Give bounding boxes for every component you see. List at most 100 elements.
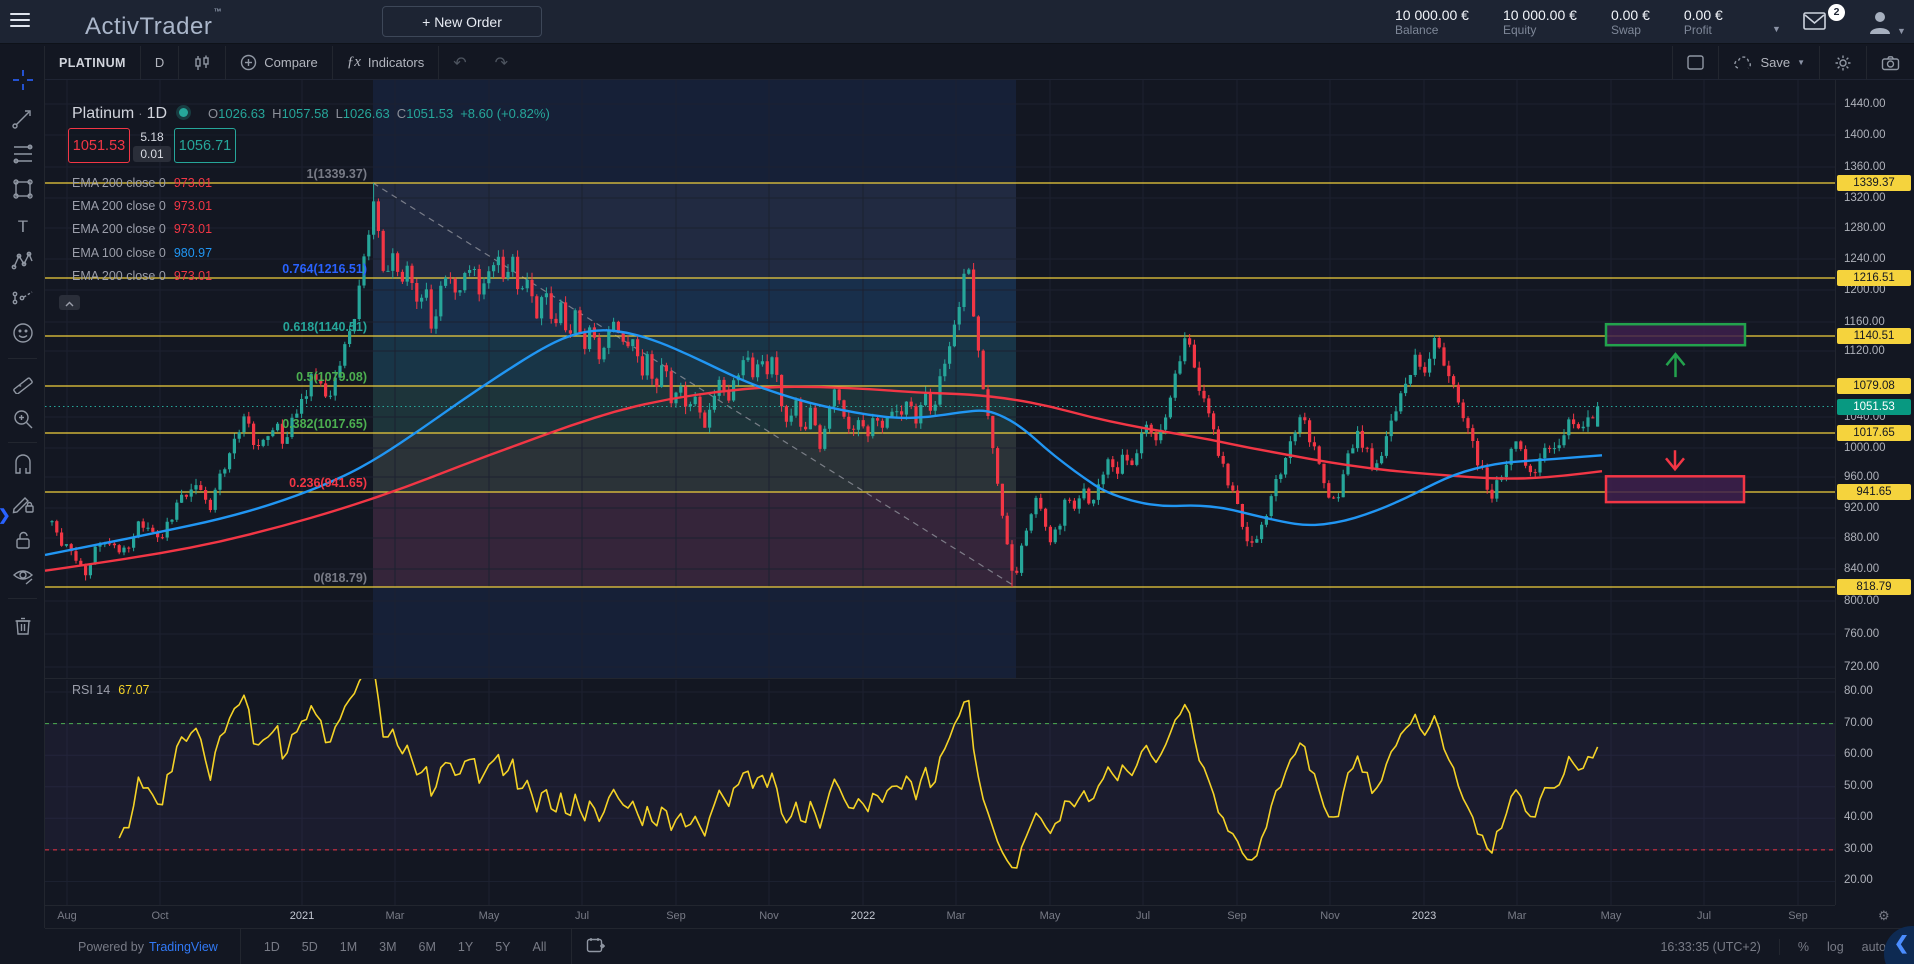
fib-price-tag: 818.79	[1837, 579, 1911, 595]
range-button-1y[interactable]: 1Y	[457, 939, 474, 954]
indicator-row[interactable]: EMA 200 close 0 973.01	[72, 268, 213, 283]
toolbar-separator	[8, 442, 37, 443]
app-logo: ActivTrader™	[85, 7, 222, 40]
price-tick: 1400.00	[1844, 129, 1886, 141]
range-button-6m[interactable]: 6M	[418, 939, 436, 954]
avatar[interactable]	[1866, 8, 1894, 36]
range-button-all[interactable]: All	[532, 939, 547, 954]
go-to-date-button[interactable]	[586, 937, 606, 956]
drawing-mode-icon[interactable]	[11, 491, 35, 515]
scale-controls: 16:33:35 (UTC+2) % log auto	[1660, 938, 1914, 955]
trend-line-icon[interactable]	[11, 106, 35, 130]
fib-level-label: 0.5(1079.08)	[296, 370, 367, 384]
undo-button[interactable]: ↶	[453, 54, 467, 72]
time-axis-settings-icon[interactable]: ⚙	[1878, 908, 1890, 923]
screenshot-button[interactable]	[1866, 45, 1914, 80]
watchlist-expander-icon[interactable]: ❯	[0, 506, 11, 524]
bottom-toolbar: Powered by TradingView 1D 5D 1M 3M 6M 1Y 5Y All…	[45, 928, 1914, 964]
fib-retracement-icon[interactable]	[11, 142, 35, 166]
emoji-icon[interactable]	[11, 321, 35, 345]
new-order-button[interactable]: + New Order	[382, 6, 542, 37]
layout-button[interactable]	[1672, 45, 1718, 80]
zoom-in-icon[interactable]	[11, 407, 35, 431]
mail-icon[interactable]	[1802, 10, 1832, 34]
ruler-icon[interactable]	[11, 370, 35, 395]
indicators-button[interactable]: ƒx Indicators	[333, 45, 440, 80]
auto-scale-button[interactable]: auto	[1861, 939, 1886, 954]
rsi-tick: 50.00	[1844, 779, 1873, 792]
legend-interval[interactable]: 1D	[146, 105, 168, 122]
candles-icon	[195, 55, 209, 70]
hide-drawings-icon[interactable]	[11, 564, 35, 588]
cloud-icon	[1734, 55, 1752, 69]
mail-badge: 2	[1828, 4, 1845, 21]
shapes-icon[interactable]	[11, 177, 35, 201]
price-tick: 1200.00	[1844, 284, 1886, 296]
legend-symbol[interactable]: Platinum	[72, 105, 135, 122]
lock-icon[interactable]	[11, 528, 35, 552]
indicator-row[interactable]: EMA 200 close 0 973.01	[72, 176, 213, 190]
time-tick: Nov	[1320, 910, 1340, 922]
price-tick: 1120.00	[1844, 345, 1885, 357]
rsi-pane[interactable]: RSI 14 67.07	[45, 665, 1835, 906]
price-tick: 880.00	[1844, 532, 1880, 544]
settings-button[interactable]	[1819, 45, 1866, 80]
price-chart-pane[interactable]: 1(1339.37) 0.764(1216.51) 0.618(1140.51) 0.…	[44, 80, 1835, 678]
range-button-5y[interactable]: 5Y	[495, 939, 511, 954]
range-button-1d[interactable]: 1D	[263, 939, 280, 954]
collapse-indicators-button[interactable]	[59, 295, 80, 310]
redo-button[interactable]: ↷	[494, 54, 509, 72]
time-tick: Sep	[1227, 910, 1247, 922]
compare-button[interactable]: Compare	[226, 45, 333, 80]
price-tick: 1360.00	[1844, 161, 1886, 173]
price-axis[interactable]: 1440.00 1400.00 1360.00 1320.00 1280.00 1240.…	[1835, 80, 1914, 905]
avatar-dropdown-icon[interactable]: ▼	[1897, 26, 1906, 36]
rsi-tick: 30.00	[1844, 842, 1873, 855]
tradingview-link[interactable]: TradingView	[149, 939, 218, 954]
indicator-row[interactable]: EMA 200 close 0 973.01	[72, 222, 213, 237]
range-buttons: 1D 5D 1M 3M 6M 1Y 5Y All	[241, 929, 573, 964]
fib-level-label: 0.618(1140.51)	[282, 320, 367, 334]
rsi-tick: 40.00	[1844, 811, 1873, 824]
save-button[interactable]: Save ▼	[1718, 45, 1819, 80]
magnet-icon[interactable]	[11, 454, 35, 478]
layout-icon	[1687, 55, 1705, 70]
symbol-button[interactable]: PLATINUM	[45, 45, 141, 80]
time-tick: Mar	[946, 910, 966, 922]
save-dropdown-icon[interactable]: ▼	[1797, 58, 1805, 67]
interval-button[interactable]: D	[141, 45, 180, 80]
text-tool-icon[interactable]: T	[11, 214, 35, 238]
time-tick: Oct	[151, 910, 169, 922]
indicator-row[interactable]: EMA 200 close 0 973.01	[72, 199, 213, 214]
price-tick: 1160.00	[1844, 316, 1885, 328]
sell-button[interactable]: 1051.53	[68, 128, 130, 163]
chart-type-button[interactable]	[179, 45, 227, 80]
buy-button[interactable]: 1056.71	[174, 128, 236, 163]
percent-scale-button[interactable]: %	[1797, 939, 1809, 954]
time-tick: Sep	[1788, 910, 1808, 922]
price-tick: 840.00	[1844, 563, 1880, 575]
pattern-icon[interactable]	[11, 249, 35, 273]
candlestick-chart[interactable]	[44, 80, 1835, 683]
rsi-tick: 20.00	[1844, 874, 1873, 887]
price-tick: 800.00	[1844, 595, 1880, 607]
range-button-3m[interactable]: 3M	[379, 939, 397, 954]
price-tick: 1240.00	[1844, 253, 1886, 265]
camera-icon	[1881, 55, 1900, 70]
time-tick: Mar	[385, 910, 405, 922]
remove-drawings-icon[interactable]	[11, 613, 35, 637]
clock[interactable]: 16:33:35 (UTC+2)	[1660, 939, 1761, 954]
fib-price-tag: 1339.37	[1837, 175, 1911, 191]
menu-icon[interactable]	[10, 13, 30, 29]
indicator-row[interactable]: EMA 100 close 0 980.97	[72, 245, 213, 260]
time-axis[interactable]: Aug Oct 2021 Mar May Jul Sep Nov 2022 Mar May Jul Se…	[45, 905, 1835, 928]
range-button-5d[interactable]: 5D	[301, 939, 318, 954]
price-tick: 1280.00	[1844, 222, 1886, 234]
log-scale-button[interactable]: log	[1826, 939, 1844, 954]
crosshair-icon[interactable]	[11, 68, 35, 92]
profit-dropdown-icon[interactable]: ▼	[1772, 24, 1781, 34]
forecast-icon[interactable]	[11, 286, 35, 310]
time-tick: Aug	[57, 910, 77, 922]
range-button-1m[interactable]: 1M	[339, 939, 358, 954]
